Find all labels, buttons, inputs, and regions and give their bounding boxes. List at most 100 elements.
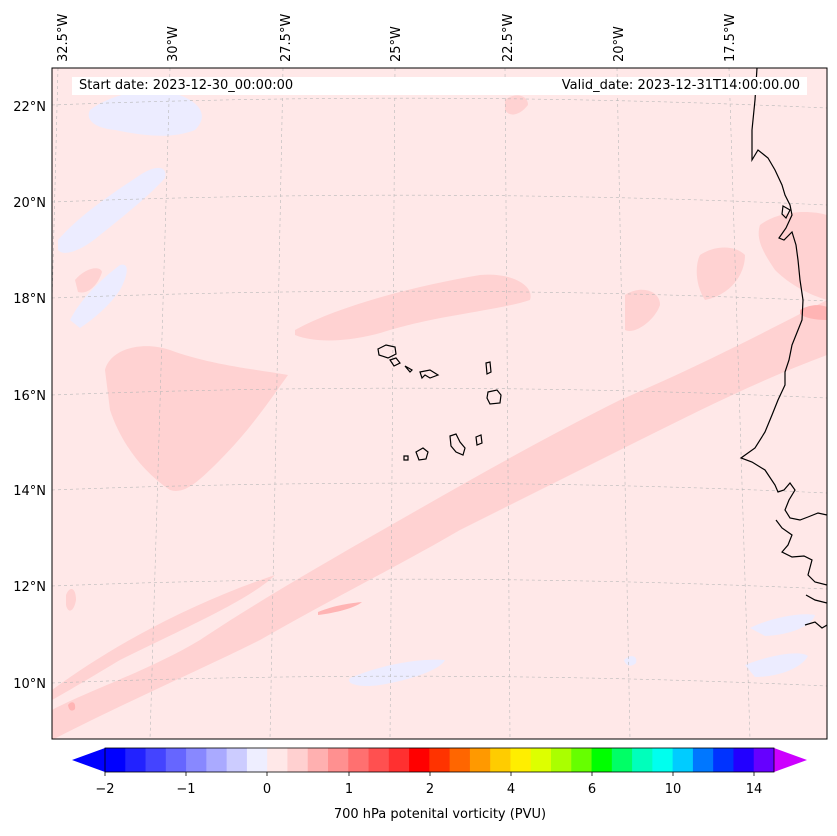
pv-negative-north xyxy=(88,90,202,136)
colorbar-title: 700 hPa potenital vorticity (PVU) xyxy=(333,807,547,822)
pv-blob-west-small-2 xyxy=(66,588,76,611)
colorbar-segment xyxy=(713,748,734,772)
island-santiago xyxy=(449,433,466,456)
parallel-16n xyxy=(52,387,827,399)
colorbar-ticks xyxy=(104,772,755,776)
colorbar-segment xyxy=(226,748,248,772)
colorbar-segment xyxy=(125,748,147,772)
colorbar-segment xyxy=(348,748,370,772)
colorbar-segment xyxy=(611,748,633,772)
lon-label: 17.5°W xyxy=(723,14,738,62)
meridian-22-5w xyxy=(504,68,511,739)
lon-label: 25°W xyxy=(389,26,404,62)
colorbar-tick-label: 1 xyxy=(345,782,353,797)
colorbar-overflow-arrow xyxy=(774,748,807,772)
coastlines xyxy=(377,68,827,629)
colorbar-tick-label: 10 xyxy=(665,782,682,797)
island-brava xyxy=(403,455,409,461)
colorbar-segment xyxy=(165,748,187,772)
lat-label: 12°N xyxy=(13,580,46,595)
pv-contour-fields xyxy=(52,90,827,739)
colorbar-segment xyxy=(551,748,572,772)
island-boa-vista xyxy=(486,389,502,405)
colorbar-segment xyxy=(105,748,126,772)
pv-negative-southeast xyxy=(750,614,815,636)
parallel-10n xyxy=(52,675,827,687)
africa-coastline xyxy=(739,68,827,629)
colorbar-segment xyxy=(733,748,755,772)
lat-label: 14°N xyxy=(13,484,46,499)
pv-band-north xyxy=(295,274,531,341)
colorbar-segment xyxy=(409,748,430,772)
island-maio xyxy=(475,434,483,446)
parallel-22n xyxy=(52,97,827,109)
colorbar-segment xyxy=(145,748,167,772)
pv-negative-south xyxy=(349,659,445,687)
colorbar-segment xyxy=(328,748,349,772)
colorbar-segment xyxy=(753,748,775,772)
colorbar: −2 −1 0 1 2 4 6 10 14 xyxy=(72,747,807,797)
longitude-labels: 32.5°W 30°W 27.5°W 25°W 22.5°W 20°W 17.5… xyxy=(56,14,738,62)
lon-label: 32.5°W xyxy=(56,14,71,62)
pv-negative-northwest xyxy=(58,167,166,253)
lon-label: 20°W xyxy=(612,26,627,62)
colorbar-segment xyxy=(469,748,491,772)
colorbar-segment xyxy=(530,748,552,772)
pv-blob-west-small xyxy=(75,268,102,293)
map-frame xyxy=(51,67,828,740)
meridian-17-5w xyxy=(728,68,751,739)
colorbar-segment xyxy=(307,748,329,772)
colorbar-segment xyxy=(692,748,714,772)
island-fogo xyxy=(415,447,429,461)
pv-band-south xyxy=(52,575,275,700)
colorbar-tick-label: 0 xyxy=(263,782,271,797)
meridian-25w xyxy=(389,68,396,739)
lon-label: 27.5°W xyxy=(279,14,294,62)
lat-label: 20°N xyxy=(13,196,46,211)
lat-label: 18°N xyxy=(13,292,46,307)
colorbar-tick-label: 4 xyxy=(507,782,515,797)
colorbar-segment xyxy=(246,748,268,772)
small-island-east xyxy=(781,205,791,220)
island-santo-antao xyxy=(377,344,397,359)
colorbar-segment xyxy=(186,748,207,772)
colorbar-segment xyxy=(510,748,532,772)
colorbar-segment xyxy=(267,748,288,772)
pv-patch-strong-2 xyxy=(800,305,827,320)
colorbar-segment xyxy=(490,748,511,772)
island-santa-luzia xyxy=(419,369,440,380)
colorbar-segment xyxy=(652,748,674,772)
meridian-30w xyxy=(149,68,171,739)
lat-label: 16°N xyxy=(13,389,46,404)
graticule xyxy=(52,68,827,739)
colorbar-segment xyxy=(632,748,653,772)
pv-blob-east-2 xyxy=(625,289,660,331)
pv-blob-east-1 xyxy=(696,247,745,300)
colorbar-segment xyxy=(571,748,593,772)
lat-label: 22°N xyxy=(13,100,46,115)
pv-blob-coast xyxy=(758,212,827,300)
colorbar-segment xyxy=(591,748,613,772)
colorbar-segments xyxy=(105,748,775,772)
island-sao-vicente xyxy=(389,357,401,367)
island-sal xyxy=(485,361,492,375)
pv-band-main xyxy=(52,300,827,739)
colorbar-tick-label: 6 xyxy=(588,782,596,797)
colorbar-tick-label: 14 xyxy=(746,782,763,797)
pv-patch-strong-3 xyxy=(68,702,76,711)
colorbar-segment xyxy=(429,748,451,772)
pv-patch-strong-1 xyxy=(318,602,362,615)
parallel-18n xyxy=(52,290,827,302)
pv-negative-small xyxy=(624,656,637,666)
pv-blob-west xyxy=(105,346,288,491)
lon-label: 22.5°W xyxy=(501,14,516,62)
meridian-20w xyxy=(616,68,631,739)
pv-negative-southeast-2 xyxy=(745,653,808,677)
start-date-label: Start date: 2023-12-30_00:00:00 xyxy=(72,77,489,95)
colorbar-segment xyxy=(388,748,410,772)
colorbar-segment xyxy=(449,748,471,772)
latitude-labels: 22°N 20°N 18°N 16°N 14°N 12°N 10°N xyxy=(13,100,46,692)
lon-label: 30°W xyxy=(166,26,181,62)
lat-label: 10°N xyxy=(13,677,46,692)
